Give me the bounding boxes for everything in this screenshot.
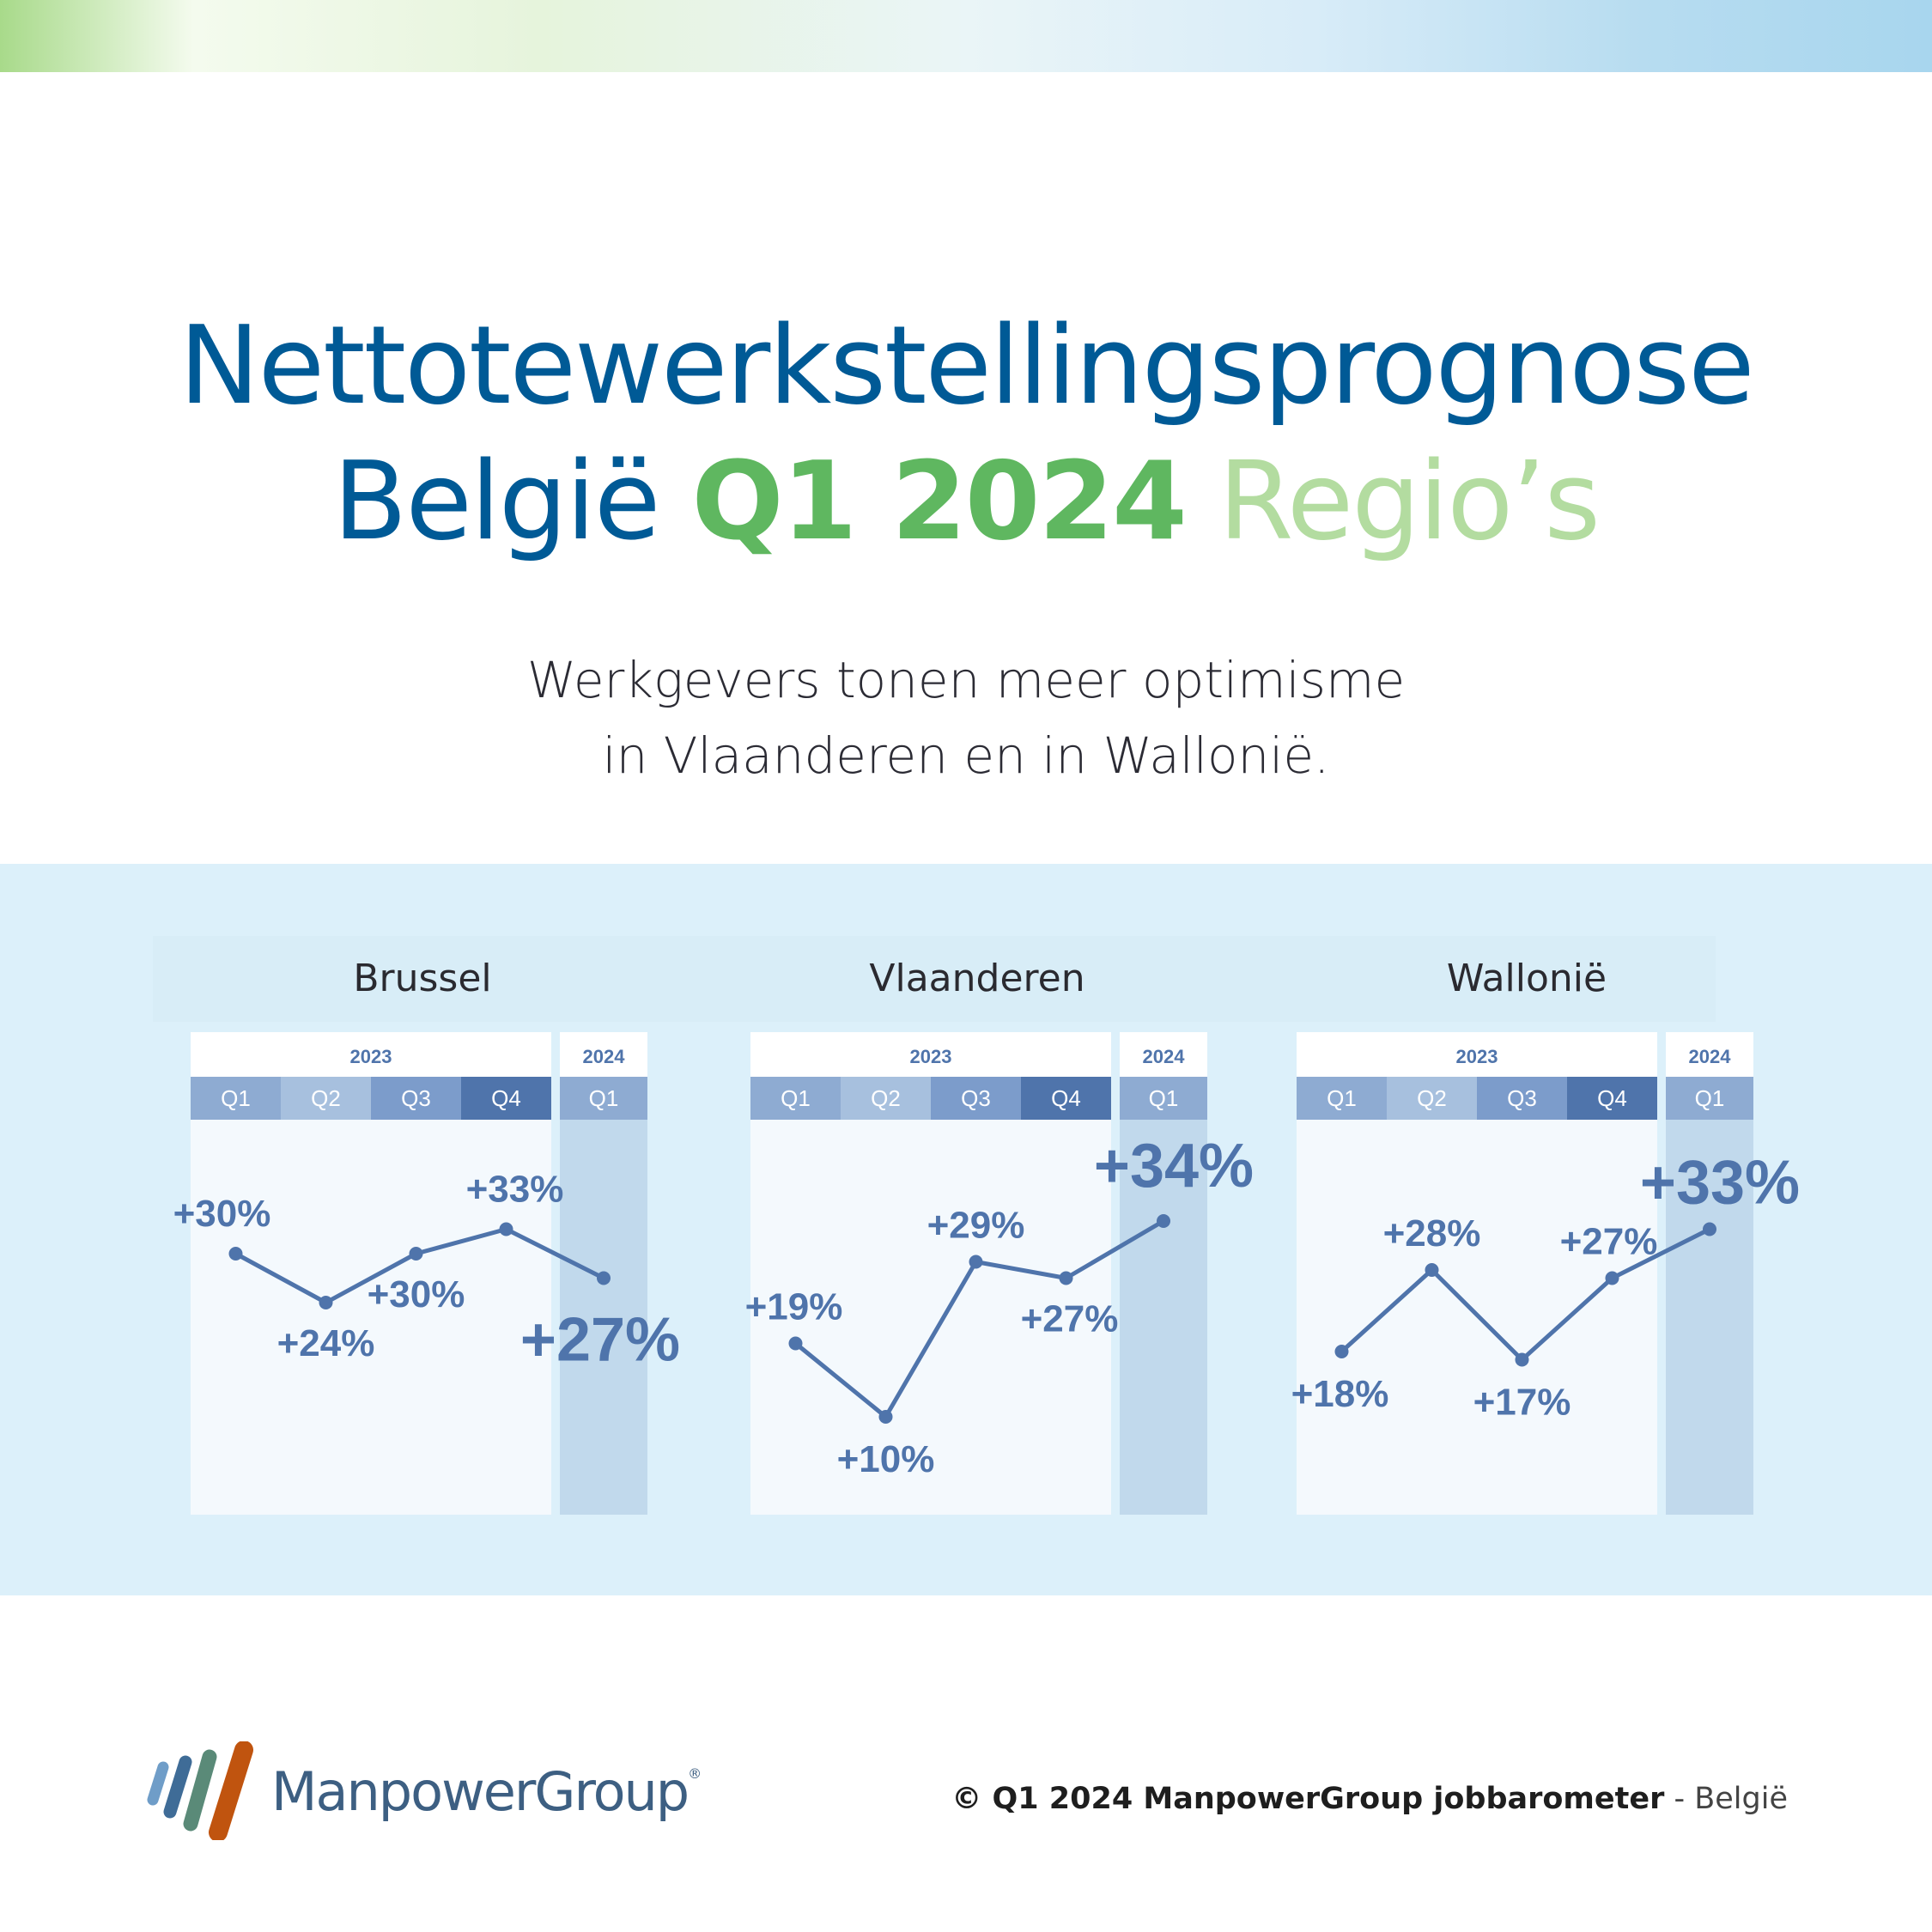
data-label: +27% (1021, 1298, 1119, 1340)
year-label: 2024 (1689, 1046, 1732, 1067)
highlight-column (560, 1120, 647, 1515)
data-point (499, 1222, 513, 1236)
data-label: +27% (1560, 1221, 1658, 1263)
data-point (788, 1336, 803, 1351)
data-label: +17% (1473, 1382, 1571, 1424)
quarter-header-cell (1120, 1077, 1207, 1120)
quarter-tick-label: Q1 (781, 1085, 811, 1111)
quarter-tick-label: Q1 (1149, 1085, 1179, 1111)
quarter-tick-label: Q4 (491, 1085, 521, 1111)
page-title-line1: Nettotewerkstellingsprognose (179, 302, 1754, 428)
data-point (597, 1271, 611, 1285)
highlight-column (1120, 1120, 1207, 1515)
subtitle: Werkgevers tonen meer optimisme in Vlaan… (0, 642, 1932, 793)
quarter-tick-label: Q2 (1417, 1085, 1447, 1111)
data-label: +33% (1640, 1149, 1800, 1218)
data-point (969, 1255, 983, 1269)
quarter-header-cell (191, 1077, 281, 1120)
data-point (319, 1296, 333, 1309)
copyright-footer: © Q1 2024 ManpowerGroup jobbarometer - B… (951, 1782, 1788, 1816)
year-header-cell (560, 1032, 647, 1077)
year-header-cell (1120, 1032, 1207, 1077)
quarter-header-cell (1477, 1077, 1567, 1120)
data-label: +24% (277, 1322, 375, 1364)
year-label: 2023 (350, 1046, 392, 1067)
data-point (1425, 1263, 1439, 1277)
data-point (1605, 1271, 1619, 1285)
data-label: +29% (927, 1205, 1025, 1247)
quarter-tick-label: Q1 (589, 1085, 619, 1111)
data-label: +30% (173, 1193, 271, 1235)
copyright-country: - België (1664, 1782, 1789, 1816)
year-label: 2024 (583, 1046, 626, 1067)
data-point (878, 1410, 893, 1424)
top-gradient-band (0, 0, 1932, 72)
data-label: +18% (1291, 1373, 1389, 1415)
year-header-cell (191, 1032, 551, 1077)
chart-title: Vlaanderen (869, 957, 1084, 1000)
data-point (409, 1247, 423, 1261)
quarter-header-cell (750, 1077, 841, 1120)
quarter-header-cell (1387, 1077, 1477, 1120)
year-header-cell (1297, 1032, 1657, 1077)
quarter-header-cell (1021, 1077, 1111, 1120)
year-label: 2023 (910, 1046, 952, 1067)
data-label: +10% (837, 1438, 935, 1480)
subtitle-line2: in Vlaanderen en in Wallonië. (602, 726, 1330, 785)
page-title-line2: België Q1 2024 Regio’s (0, 438, 1932, 564)
copyright-bold: © Q1 2024 ManpowerGroup jobbarometer (951, 1782, 1665, 1816)
quarter-header-cell (841, 1077, 931, 1120)
data-label: +28% (1383, 1212, 1481, 1255)
year-label: 2023 (1456, 1046, 1498, 1067)
data-label: +30% (368, 1273, 465, 1315)
data-label: +19% (745, 1286, 843, 1328)
year-header-cell (750, 1032, 1111, 1077)
logo-registered-mark: ® (688, 1765, 702, 1782)
data-label: +27% (520, 1306, 680, 1375)
quarter-header-cell (931, 1077, 1021, 1120)
quarter-header-cell (1666, 1077, 1753, 1120)
quarter-header-cell (461, 1077, 551, 1120)
quarter-tick-label: Q3 (961, 1085, 991, 1111)
quarter-tick-label: Q3 (401, 1085, 431, 1111)
quarter-tick-label: Q4 (1597, 1085, 1627, 1111)
chart-body-panel (191, 1120, 551, 1515)
chart-title: Wallonië (1447, 957, 1607, 1000)
quarter-tick-label: Q4 (1051, 1085, 1081, 1111)
manpowergroup-logo-text: ManpowerGroup® (271, 1760, 702, 1823)
year-label: 2024 (1143, 1046, 1186, 1067)
data-point (1334, 1345, 1349, 1358)
quarter-header-cell (371, 1077, 461, 1120)
quarter-tick-label: Q1 (221, 1085, 251, 1111)
highlight-column (1666, 1120, 1753, 1515)
quarter-header-cell (1297, 1077, 1387, 1120)
manpowergroup-logo-icon (147, 1741, 253, 1840)
quarter-header-cell (281, 1077, 371, 1120)
quarter-tick-label: Q3 (1507, 1085, 1537, 1111)
title-suffix: Regio’s (1218, 438, 1601, 564)
quarter-tick-label: Q1 (1327, 1085, 1357, 1111)
data-point (1157, 1214, 1170, 1228)
data-point (1059, 1271, 1073, 1285)
year-header-cell (1666, 1032, 1753, 1077)
quarter-tick-label: Q2 (311, 1085, 341, 1111)
chart-body-panel (750, 1120, 1111, 1515)
logo-name: ManpowerGroup (271, 1760, 690, 1823)
quarter-tick-label: Q1 (1695, 1085, 1725, 1111)
titles-strip (153, 936, 1716, 1022)
subtitle-line1: Werkgevers tonen meer optimisme (526, 651, 1406, 709)
data-point (1703, 1222, 1716, 1236)
title-period: Q1 2024 (691, 438, 1187, 564)
data-point (1515, 1352, 1529, 1367)
data-label: +33% (466, 1169, 564, 1211)
quarter-header-cell (1567, 1077, 1657, 1120)
title-country: België (332, 438, 660, 564)
data-label: +34% (1094, 1132, 1254, 1200)
quarter-tick-label: Q2 (871, 1085, 901, 1111)
data-point (228, 1247, 243, 1261)
chart-title: Brussel (353, 957, 491, 1000)
quarter-header-cell (560, 1077, 647, 1120)
